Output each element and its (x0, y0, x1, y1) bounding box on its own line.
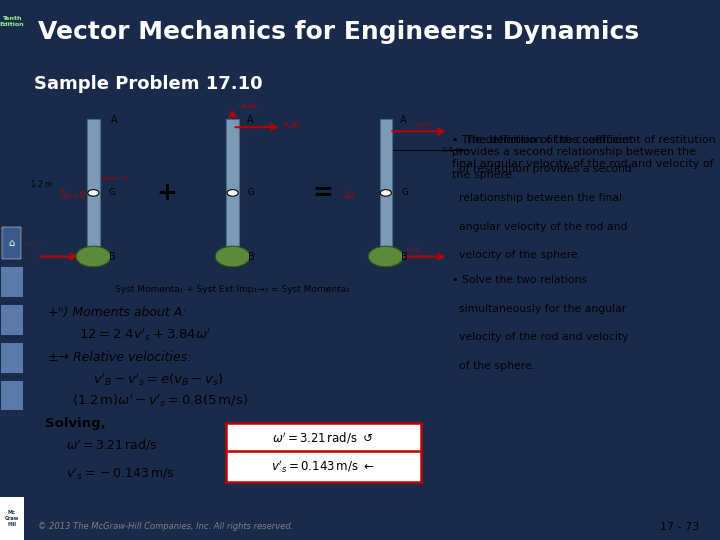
Text: ±→ Relative velocities:: ±→ Relative velocities: (48, 351, 192, 364)
Text: Tenth
Edition: Tenth Edition (0, 16, 24, 27)
Text: G: G (109, 188, 115, 198)
Text: $(1.2\,\mathrm{m})\omega' - v'_s = 0.8(5\,\mathrm{m/s})$: $(1.2\,\mathrm{m})\omega' - v'_s = 0.8(5… (73, 392, 248, 409)
Bar (87, 119, 99, 246)
Text: $\bar{T}\omega=0$: $\bar{T}\omega=0$ (58, 188, 85, 201)
Text: Syst Momenta₁ + Syst Ext Imp₁→₂ = Syst Momenta₂: Syst Momenta₁ + Syst Ext Imp₁→₂ = Syst M… (115, 285, 350, 294)
FancyBboxPatch shape (225, 423, 420, 454)
Text: =: = (312, 181, 333, 205)
Text: A: A (246, 115, 253, 125)
Bar (1, 267, 22, 297)
Text: $\bar{I}\omega'$: $\bar{I}\omega'$ (344, 188, 356, 201)
Text: Vector Mechanics for Engineers: Dynamics: Vector Mechanics for Engineers: Dynamics (37, 21, 639, 44)
Text: angular velocity of the rod and: angular velocity of the rod and (452, 221, 627, 232)
Text: of restitution provides a second: of restitution provides a second (452, 164, 632, 174)
Circle shape (369, 246, 403, 267)
Text: B: B (109, 252, 115, 261)
Circle shape (215, 246, 250, 267)
Text: Solving,: Solving, (45, 416, 105, 429)
Text: ⌂: ⌂ (9, 238, 15, 248)
Text: G: G (401, 188, 408, 198)
Text: $v'_s = 0.143\,\mathrm{m/s}\ \leftarrow$: $v'_s = 0.143\,\mathrm{m/s}\ \leftarrow$ (271, 458, 375, 475)
Text: relationship between the final: relationship between the final (452, 193, 622, 203)
Text: • Solve the two relations: • Solve the two relations (452, 275, 587, 285)
Bar (379, 119, 392, 246)
Circle shape (88, 190, 99, 196)
Text: A: A (400, 115, 406, 125)
Text: A: A (111, 115, 117, 125)
Text: $m_Bv'_B$: $m_Bv'_B$ (414, 120, 433, 130)
Text: 0.6 m: 0.6 m (441, 147, 462, 153)
Text: B: B (248, 252, 255, 261)
Text: $12 = 2.4v'_s + 3.84\omega'$: $12 = 2.4v'_s + 3.84\omega'$ (79, 326, 212, 343)
Text: 17 - 73: 17 - 73 (660, 522, 699, 531)
Bar (1, 343, 22, 373)
Text: Mc
Graw
Hill: Mc Graw Hill (5, 510, 19, 527)
Text: $\omega' = 3.21\,\mathrm{rad/s}$: $\omega' = 3.21\,\mathrm{rad/s}$ (66, 437, 157, 453)
Bar (2, 227, 22, 259)
Text: B: B (401, 252, 408, 261)
Text: velocity of the rod and velocity: velocity of the rod and velocity (452, 333, 629, 342)
Circle shape (380, 190, 392, 196)
Text: © 2013 The McGraw-Hill Companies, Inc. All rights reserved.: © 2013 The McGraw-Hill Companies, Inc. A… (37, 522, 293, 531)
Text: $A_x\Delta t$: $A_x\Delta t$ (283, 119, 301, 131)
FancyBboxPatch shape (225, 451, 420, 482)
Text: $A_y\Delta t$: $A_y\Delta t$ (240, 100, 258, 113)
Text: +: + (156, 181, 177, 205)
Text: G: G (248, 188, 254, 198)
Bar (1, 381, 22, 410)
Text: •  The definition of the coefficient of restitution provides a second relationsh: • The definition of the coefficient of r… (452, 136, 716, 180)
Text: velocity of the sphere.: velocity of the sphere. (452, 251, 581, 260)
Text: $v'_sv_s'$: $v'_sv_s'$ (407, 245, 423, 255)
Text: +ʰ) Moments about A:: +ʰ) Moments about A: (48, 306, 187, 319)
Text: $m_Bv_B=0$: $m_Bv_B=0$ (100, 174, 130, 183)
Text: $v'_s = -0.143\,\mathrm{m/s}$: $v'_s = -0.143\,\mathrm{m/s}$ (66, 466, 174, 482)
Text: Sample Problem 17.10: Sample Problem 17.10 (35, 75, 263, 93)
Text: simultaneously for the angular: simultaneously for the angular (452, 303, 626, 314)
Circle shape (76, 246, 111, 267)
Text: 1.2 m: 1.2 m (31, 180, 53, 189)
Text: $m_sv_s$: $m_sv_s$ (24, 241, 42, 251)
Bar (226, 119, 239, 246)
Text: • The definition of the coefficient: • The definition of the coefficient (452, 136, 633, 145)
Circle shape (227, 190, 238, 196)
Text: $v'_B - v'_s = e(v_B - v_s)$: $v'_B - v'_s = e(v_B - v_s)$ (94, 372, 224, 388)
Text: $\omega' = 3.21\,\mathrm{rad/s}\ \circlearrowleft$: $\omega' = 3.21\,\mathrm{rad/s}\ \circle… (272, 430, 374, 445)
Bar (0, 497, 24, 540)
Bar (1, 305, 22, 335)
Text: of the sphere.: of the sphere. (452, 361, 535, 371)
